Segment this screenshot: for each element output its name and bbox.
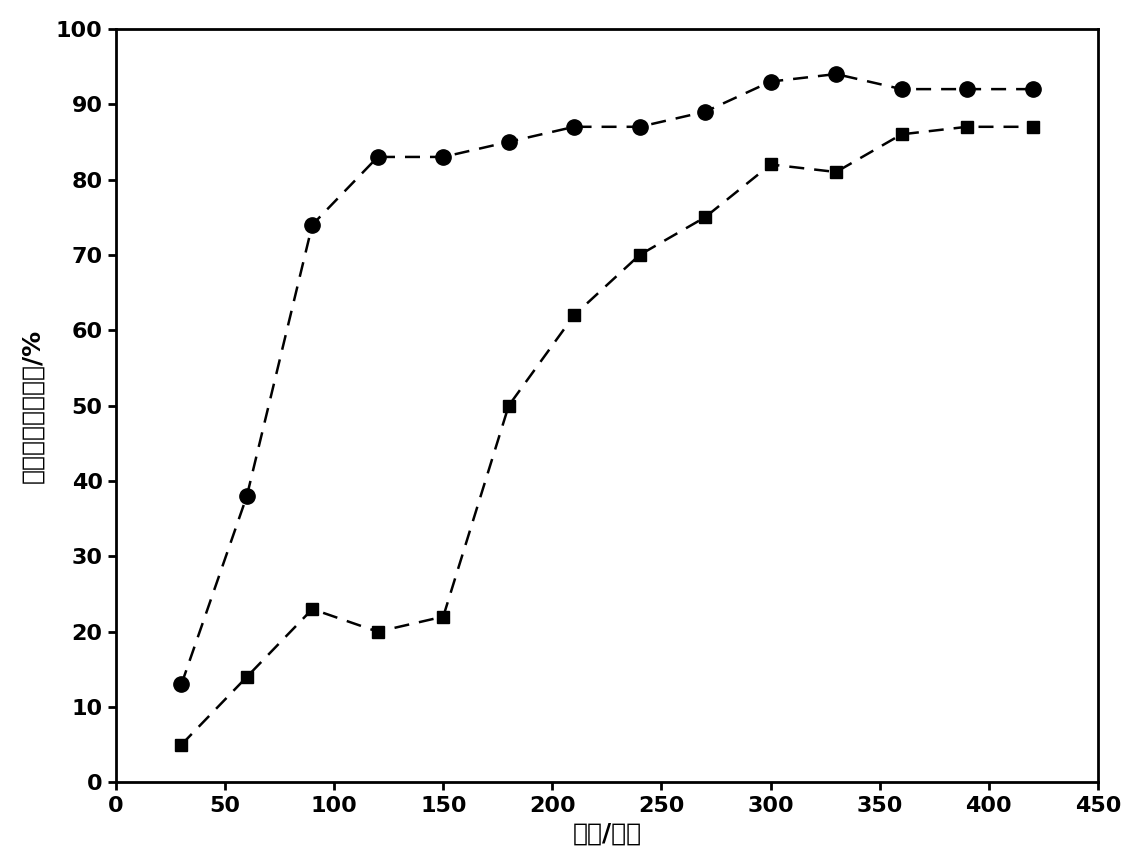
X-axis label: 时间/分钟: 时间/分钟: [572, 821, 642, 845]
Y-axis label: 盐酸四环素去除率/%: 盐酸四环素去除率/%: [21, 328, 45, 482]
